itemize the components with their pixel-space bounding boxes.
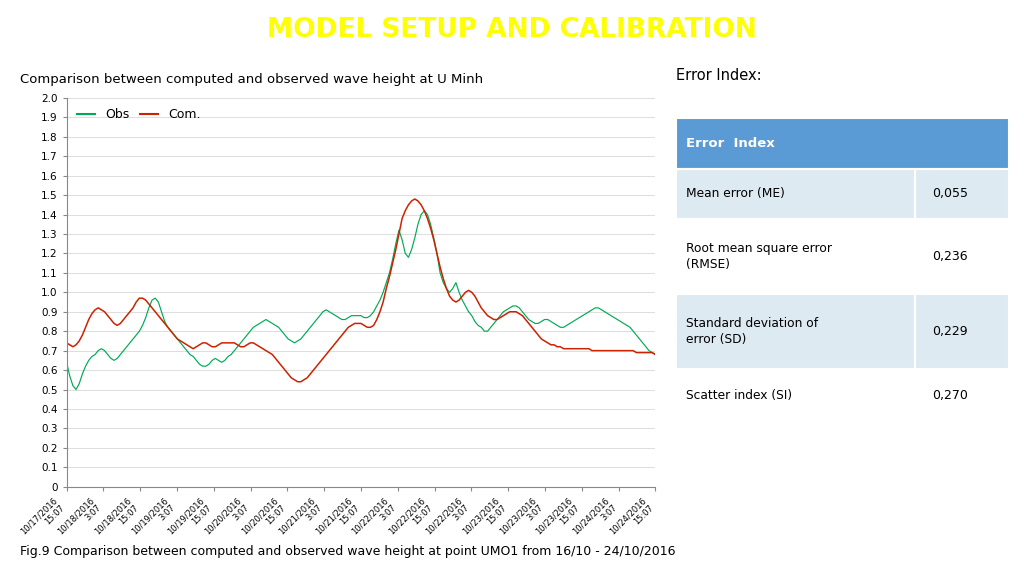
Text: Comparison between computed and observed wave height at U Minh: Comparison between computed and observed… <box>20 73 483 86</box>
Bar <box>676 118 1009 169</box>
Bar <box>676 294 915 369</box>
Text: Scatter index (SI): Scatter index (SI) <box>686 389 792 401</box>
Text: MODEL SETUP AND CALIBRATION: MODEL SETUP AND CALIBRATION <box>267 17 757 43</box>
Text: 0,236: 0,236 <box>932 250 968 263</box>
Bar <box>915 294 1009 369</box>
Text: 0,055: 0,055 <box>932 187 968 200</box>
Bar <box>676 369 915 421</box>
Bar <box>915 169 1009 219</box>
Bar <box>915 219 1009 294</box>
Text: Error Index:: Error Index: <box>676 67 762 83</box>
Bar <box>676 219 915 294</box>
Bar <box>915 369 1009 421</box>
Text: Standard deviation of
error (SD): Standard deviation of error (SD) <box>686 317 818 346</box>
Text: 0,229: 0,229 <box>932 325 968 338</box>
Text: Error  Index: Error Index <box>686 137 774 150</box>
Bar <box>676 169 915 219</box>
Text: Root mean square error
(RMSE): Root mean square error (RMSE) <box>686 242 831 271</box>
Text: Mean error (ME): Mean error (ME) <box>686 187 784 200</box>
Text: Fig.9 Comparison between computed and observed wave height at point UMO1 from 16: Fig.9 Comparison between computed and ob… <box>20 545 676 558</box>
Text: 0,270: 0,270 <box>932 389 968 401</box>
Legend: Obs, Com.: Obs, Com. <box>73 104 205 124</box>
